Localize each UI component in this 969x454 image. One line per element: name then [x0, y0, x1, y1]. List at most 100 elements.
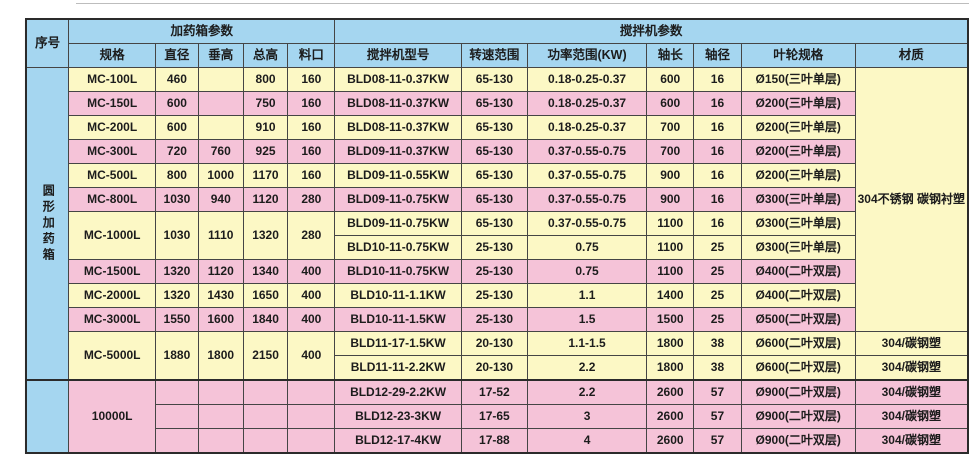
- table-cell: [242, 379, 289, 405]
- table-cell: BLD09-11-0.75KW: [334, 211, 462, 236]
- table-cell: Ø600(二叶双层): [740, 331, 856, 356]
- table-cell: [197, 379, 244, 405]
- table-row: MC-1000L 1030 1110 1320 280 BLD09-11-0.75KW 65…: [26, 211, 968, 260]
- table-cell: Ø900(二叶双层): [740, 428, 856, 454]
- table-cell: 1120: [242, 187, 289, 212]
- table-cell: Ø200(三叶单层): [740, 163, 856, 188]
- table-cell: 0.75: [526, 259, 648, 284]
- table-cell: BLD10-11-0.75KW: [334, 259, 462, 284]
- table-cell: BLD10-11-0.75KW: [334, 235, 462, 260]
- table-cell: 1800: [646, 355, 695, 381]
- table-cell: 20-130: [460, 355, 528, 381]
- table-cell: MC-800L: [68, 187, 156, 212]
- table-cell: 1.1-1.5: [526, 331, 648, 356]
- table-cell: 1120: [197, 259, 244, 284]
- table-cell: BLD12-23-3KW: [334, 404, 462, 429]
- table-cell: BLD08-11-0.37KW: [334, 91, 462, 116]
- table-cell: 65-130: [460, 187, 528, 212]
- table-cell: MC-5000L: [68, 331, 156, 381]
- table-cell: MC-1000L: [68, 211, 156, 260]
- spec-10000l: 10000L: [68, 379, 156, 454]
- table-cell: 3: [526, 404, 648, 429]
- table-cell: MC-300L: [68, 139, 156, 164]
- table-row: MC-150L 600 750 160 BLD08-11-0.37KW 65-130 0.1…: [26, 91, 968, 116]
- header-mixer-model: 搅拌机型号: [334, 43, 462, 68]
- table-cell: Ø300(三叶单层): [740, 187, 856, 212]
- table-cell: 160: [287, 139, 336, 164]
- table-cell: 160: [287, 91, 336, 116]
- table-cell: 16: [693, 91, 742, 116]
- table-cell: BLD10-11-1.1KW: [334, 283, 462, 308]
- material-merged-cell: 304不锈钢 碳钢衬塑: [854, 67, 969, 332]
- header-row-1: 序号 加药箱参数 搅拌机参数: [25, 18, 969, 68]
- table-cell: 160: [287, 67, 336, 92]
- header-serial-number: 序号: [25, 18, 70, 68]
- table-cell: [287, 379, 336, 405]
- table-cell: 940: [197, 187, 244, 212]
- table-cell: [242, 404, 289, 429]
- table-cell: 0.75: [526, 235, 648, 260]
- table-cell: 16: [693, 67, 742, 92]
- spec-table: 序号 加药箱参数 搅拌机参数 规格 直径 垂高 总高 料口 搅拌机型号 转速范围 功率范围(KW) 轴…: [25, 18, 969, 454]
- table-cell: 2.2: [526, 379, 648, 405]
- table-cell: 304/碳钢塑: [854, 355, 969, 381]
- table-cell: BLD11-17-1.5KW: [334, 331, 462, 356]
- table-cell: Ø300(三叶单层): [740, 235, 856, 260]
- table-cell: [154, 379, 199, 405]
- table-cell: Ø500(二叶双层): [740, 307, 856, 332]
- table-cell: 1340: [242, 259, 289, 284]
- table-cell: 1100: [646, 235, 695, 260]
- table-cell: 160: [287, 115, 336, 140]
- table-cell: 700: [646, 115, 695, 140]
- table-cell: 1170: [242, 163, 289, 188]
- table-cell: [197, 91, 244, 116]
- table-cell: [287, 428, 336, 454]
- table-cell: Ø200(三叶单层): [740, 91, 856, 116]
- table-cell: MC-2000L: [68, 283, 156, 308]
- table-cell: 0.37-0.55-0.75: [526, 211, 648, 236]
- table-cell: 800: [242, 67, 289, 92]
- table-cell: 38: [693, 355, 742, 381]
- table-cell: Ø400(二叶双层): [740, 259, 856, 284]
- table-cell: BLD09-11-0.37KW: [334, 139, 462, 164]
- header-feed-port: 料口: [287, 43, 336, 68]
- table-cell: 900: [646, 163, 695, 188]
- table-cell: 16: [693, 139, 742, 164]
- table-cell: [197, 404, 244, 429]
- table-cell: 1650: [242, 283, 289, 308]
- table-cell: 65-130: [460, 163, 528, 188]
- table-cell: 25: [693, 283, 742, 308]
- table-cell: [197, 115, 244, 140]
- table-cell: 1320: [154, 259, 199, 284]
- table-cell: BLD08-11-0.37KW: [334, 67, 462, 92]
- table-cell: 600: [154, 115, 199, 140]
- table-cell: MC-150L: [68, 91, 156, 116]
- table-row: MC-2000L 1320 1430 1650 400 BLD10-11-1.1KW 25-…: [26, 283, 968, 308]
- table-cell: 1430: [197, 283, 244, 308]
- table-cell: 2.2: [526, 355, 648, 381]
- table-cell: 1110: [197, 211, 244, 260]
- table-row: MC-800L 1030 940 1120 280 BLD09-11-0.75KW 65-1…: [26, 187, 968, 212]
- table-cell: 25-130: [460, 307, 528, 332]
- header-spec: 规格: [68, 43, 156, 68]
- table-cell: 160: [287, 163, 336, 188]
- table-row: BLD11-11-2.2KW 20-130 2.2 1800 38 Ø600(二叶双层) 3…: [26, 355, 969, 381]
- table-cell: 280: [287, 187, 336, 212]
- table-cell: 304/碳钢塑: [854, 428, 969, 454]
- table-cell: BLD10-11-1.5KW: [334, 307, 462, 332]
- table-cell: 600: [154, 91, 199, 116]
- table-row: 10000L BLD12-29-2.2KW 17-52 2.2 2600 57 Ø900(二…: [25, 379, 969, 454]
- table-cell: 1030: [154, 187, 199, 212]
- table-cell: 400: [287, 331, 336, 381]
- table-cell: [287, 404, 336, 429]
- top-crop-line: [76, 3, 969, 4]
- table-cell: 460: [154, 67, 199, 92]
- table-cell: 1400: [646, 283, 695, 308]
- table-cell: Ø900(二叶双层): [740, 404, 856, 429]
- table-cell: Ø900(二叶双层): [740, 379, 856, 405]
- table-cell: 720: [154, 139, 199, 164]
- table-cell: 57: [693, 404, 742, 429]
- table-cell: 760: [197, 139, 244, 164]
- header-shaft-length: 轴长: [646, 43, 695, 68]
- table-row: MC-1500L 1320 1120 1340 400 BLD10-11-0.75KW 25…: [26, 259, 968, 284]
